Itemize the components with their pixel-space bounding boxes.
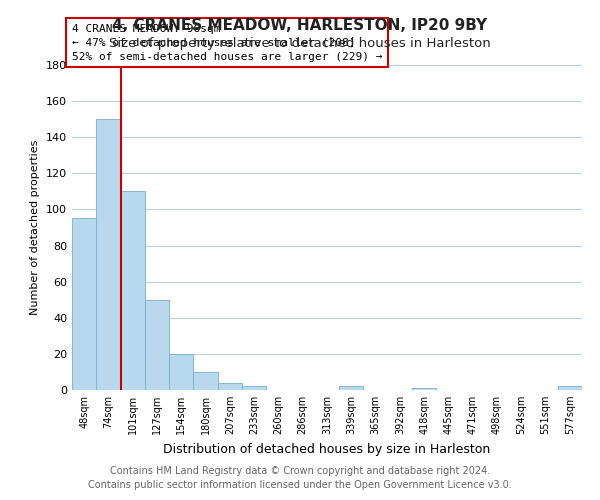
X-axis label: Distribution of detached houses by size in Harleston: Distribution of detached houses by size …: [163, 442, 491, 456]
Bar: [193, 372, 218, 390]
Text: 4, CRANES MEADOW, HARLESTON, IP20 9BY: 4, CRANES MEADOW, HARLESTON, IP20 9BY: [112, 18, 488, 32]
Text: Contains HM Land Registry data © Crown copyright and database right 2024.
Contai: Contains HM Land Registry data © Crown c…: [88, 466, 512, 490]
Bar: [72, 218, 96, 390]
Bar: [339, 386, 364, 390]
Bar: [121, 192, 145, 390]
Text: Size of property relative to detached houses in Harleston: Size of property relative to detached ho…: [109, 38, 491, 51]
Bar: [242, 386, 266, 390]
Bar: [145, 300, 169, 390]
Bar: [169, 354, 193, 390]
Y-axis label: Number of detached properties: Number of detached properties: [31, 140, 40, 315]
Bar: [96, 119, 121, 390]
Text: 4 CRANES MEADOW: 96sqm
← 47% of detached houses are smaller (208)
52% of semi-de: 4 CRANES MEADOW: 96sqm ← 47% of detached…: [72, 24, 383, 62]
Bar: [558, 386, 582, 390]
Bar: [412, 388, 436, 390]
Bar: [218, 383, 242, 390]
